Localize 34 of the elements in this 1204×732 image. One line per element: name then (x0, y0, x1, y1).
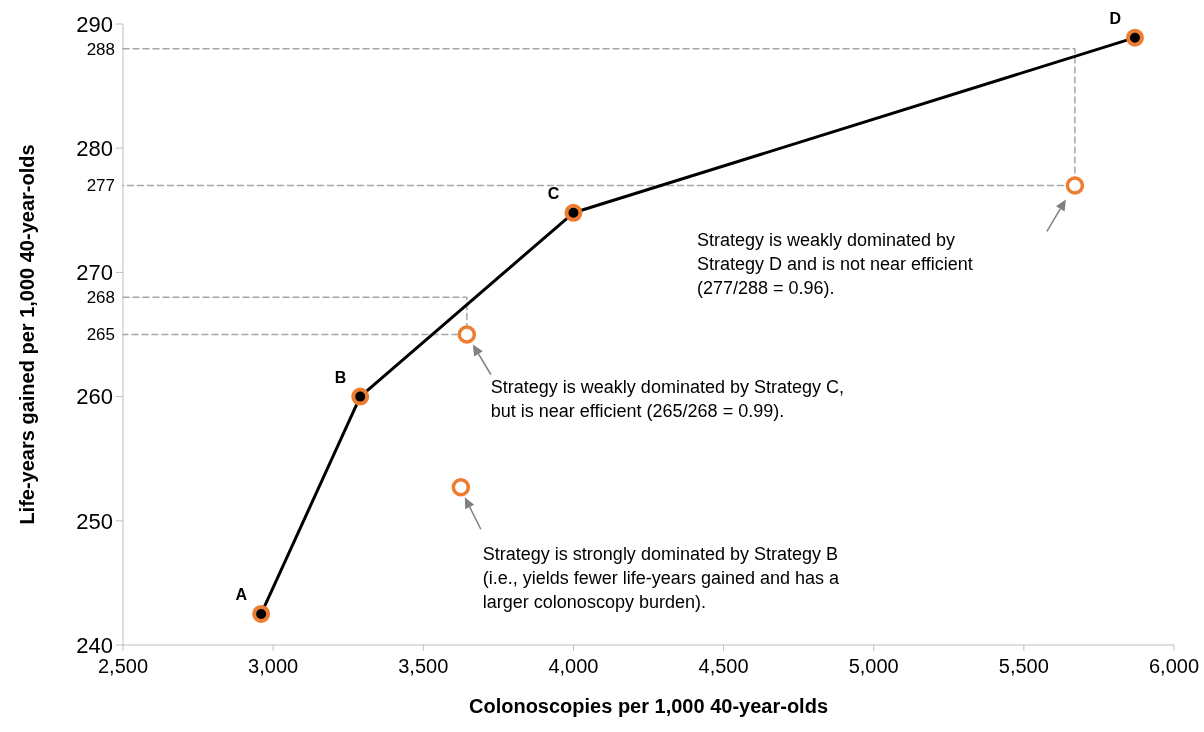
y-tick-label: 270 (76, 260, 113, 286)
x-axis-title: Colonoscopies per 1,000 40-year-olds (468, 695, 829, 717)
y-tick-label: 290 (76, 11, 113, 37)
point (564, 203, 583, 222)
x-tick-label: 3,500 (398, 655, 449, 677)
annotation: Strategy is weakly dominated by Strategy C, but is near efficient (265/268 = 0.99). (490, 376, 844, 421)
x-tick-label: 4,000 (548, 655, 599, 677)
x-tick-label: 6,000 (1148, 655, 1200, 677)
x-tick-label: 2,500 (97, 655, 149, 677)
point (457, 325, 477, 344)
point (451, 478, 471, 497)
annotation: A (235, 585, 248, 603)
y-tick-label: 260 (76, 384, 113, 410)
y-tick-label: 288 (86, 39, 115, 59)
point (252, 604, 271, 623)
annotation: Strategy is weakly dominated by Strategy D and is not near efficient (277/288 = 0.96). (696, 230, 973, 299)
y-tick-label: 277 (86, 176, 115, 196)
annotation: D (1109, 9, 1121, 27)
point (1065, 176, 1085, 195)
annotation: Strategy is strongly dominated by Strategy B (i.e., yields fewer life-years gained and has a larger colonoscopy burden). (482, 544, 840, 613)
y-tick-label: 265 (86, 325, 115, 345)
x-tick-label: 5,000 (848, 655, 899, 677)
x-tick-label: 5,500 (998, 655, 1049, 677)
y-tick-label: 240 (76, 632, 113, 658)
y-tick-label: 250 (76, 508, 113, 534)
y-axis-title: Life-years gained per 1,000 40-year-olds (16, 144, 38, 525)
x-tick-label: 4,500 (698, 655, 749, 677)
annotation: B (334, 368, 347, 386)
y-tick-label: 268 (86, 288, 115, 308)
annotation: C (547, 184, 560, 202)
point (351, 387, 370, 406)
y-tick-label: 280 (76, 135, 113, 161)
x-tick-label: 3,000 (248, 655, 299, 677)
point (1125, 28, 1144, 47)
